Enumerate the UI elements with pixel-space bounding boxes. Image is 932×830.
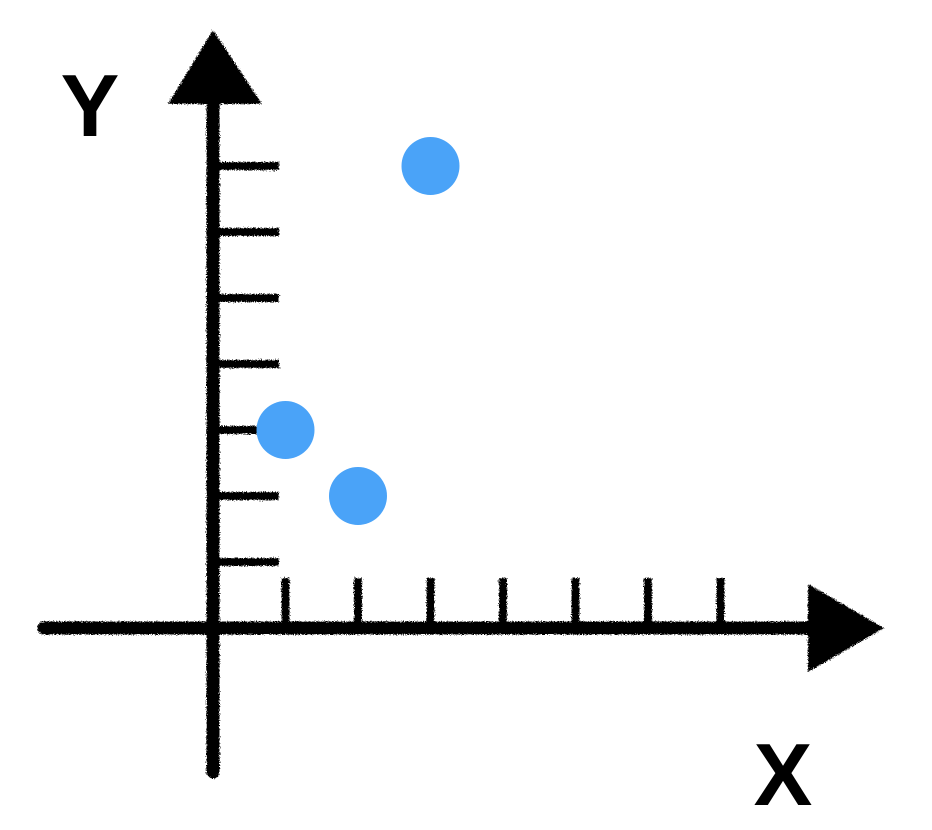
axes <box>37 30 884 779</box>
ticks <box>213 162 725 628</box>
data-points <box>256 137 460 525</box>
data-point <box>256 401 315 459</box>
data-point <box>401 137 460 195</box>
x-axis-arrow <box>808 584 884 672</box>
y-axis-label: Y <box>61 56 120 155</box>
y-axis-arrow <box>168 30 262 104</box>
x-axis-label: X <box>754 725 813 824</box>
data-point <box>329 467 387 525</box>
